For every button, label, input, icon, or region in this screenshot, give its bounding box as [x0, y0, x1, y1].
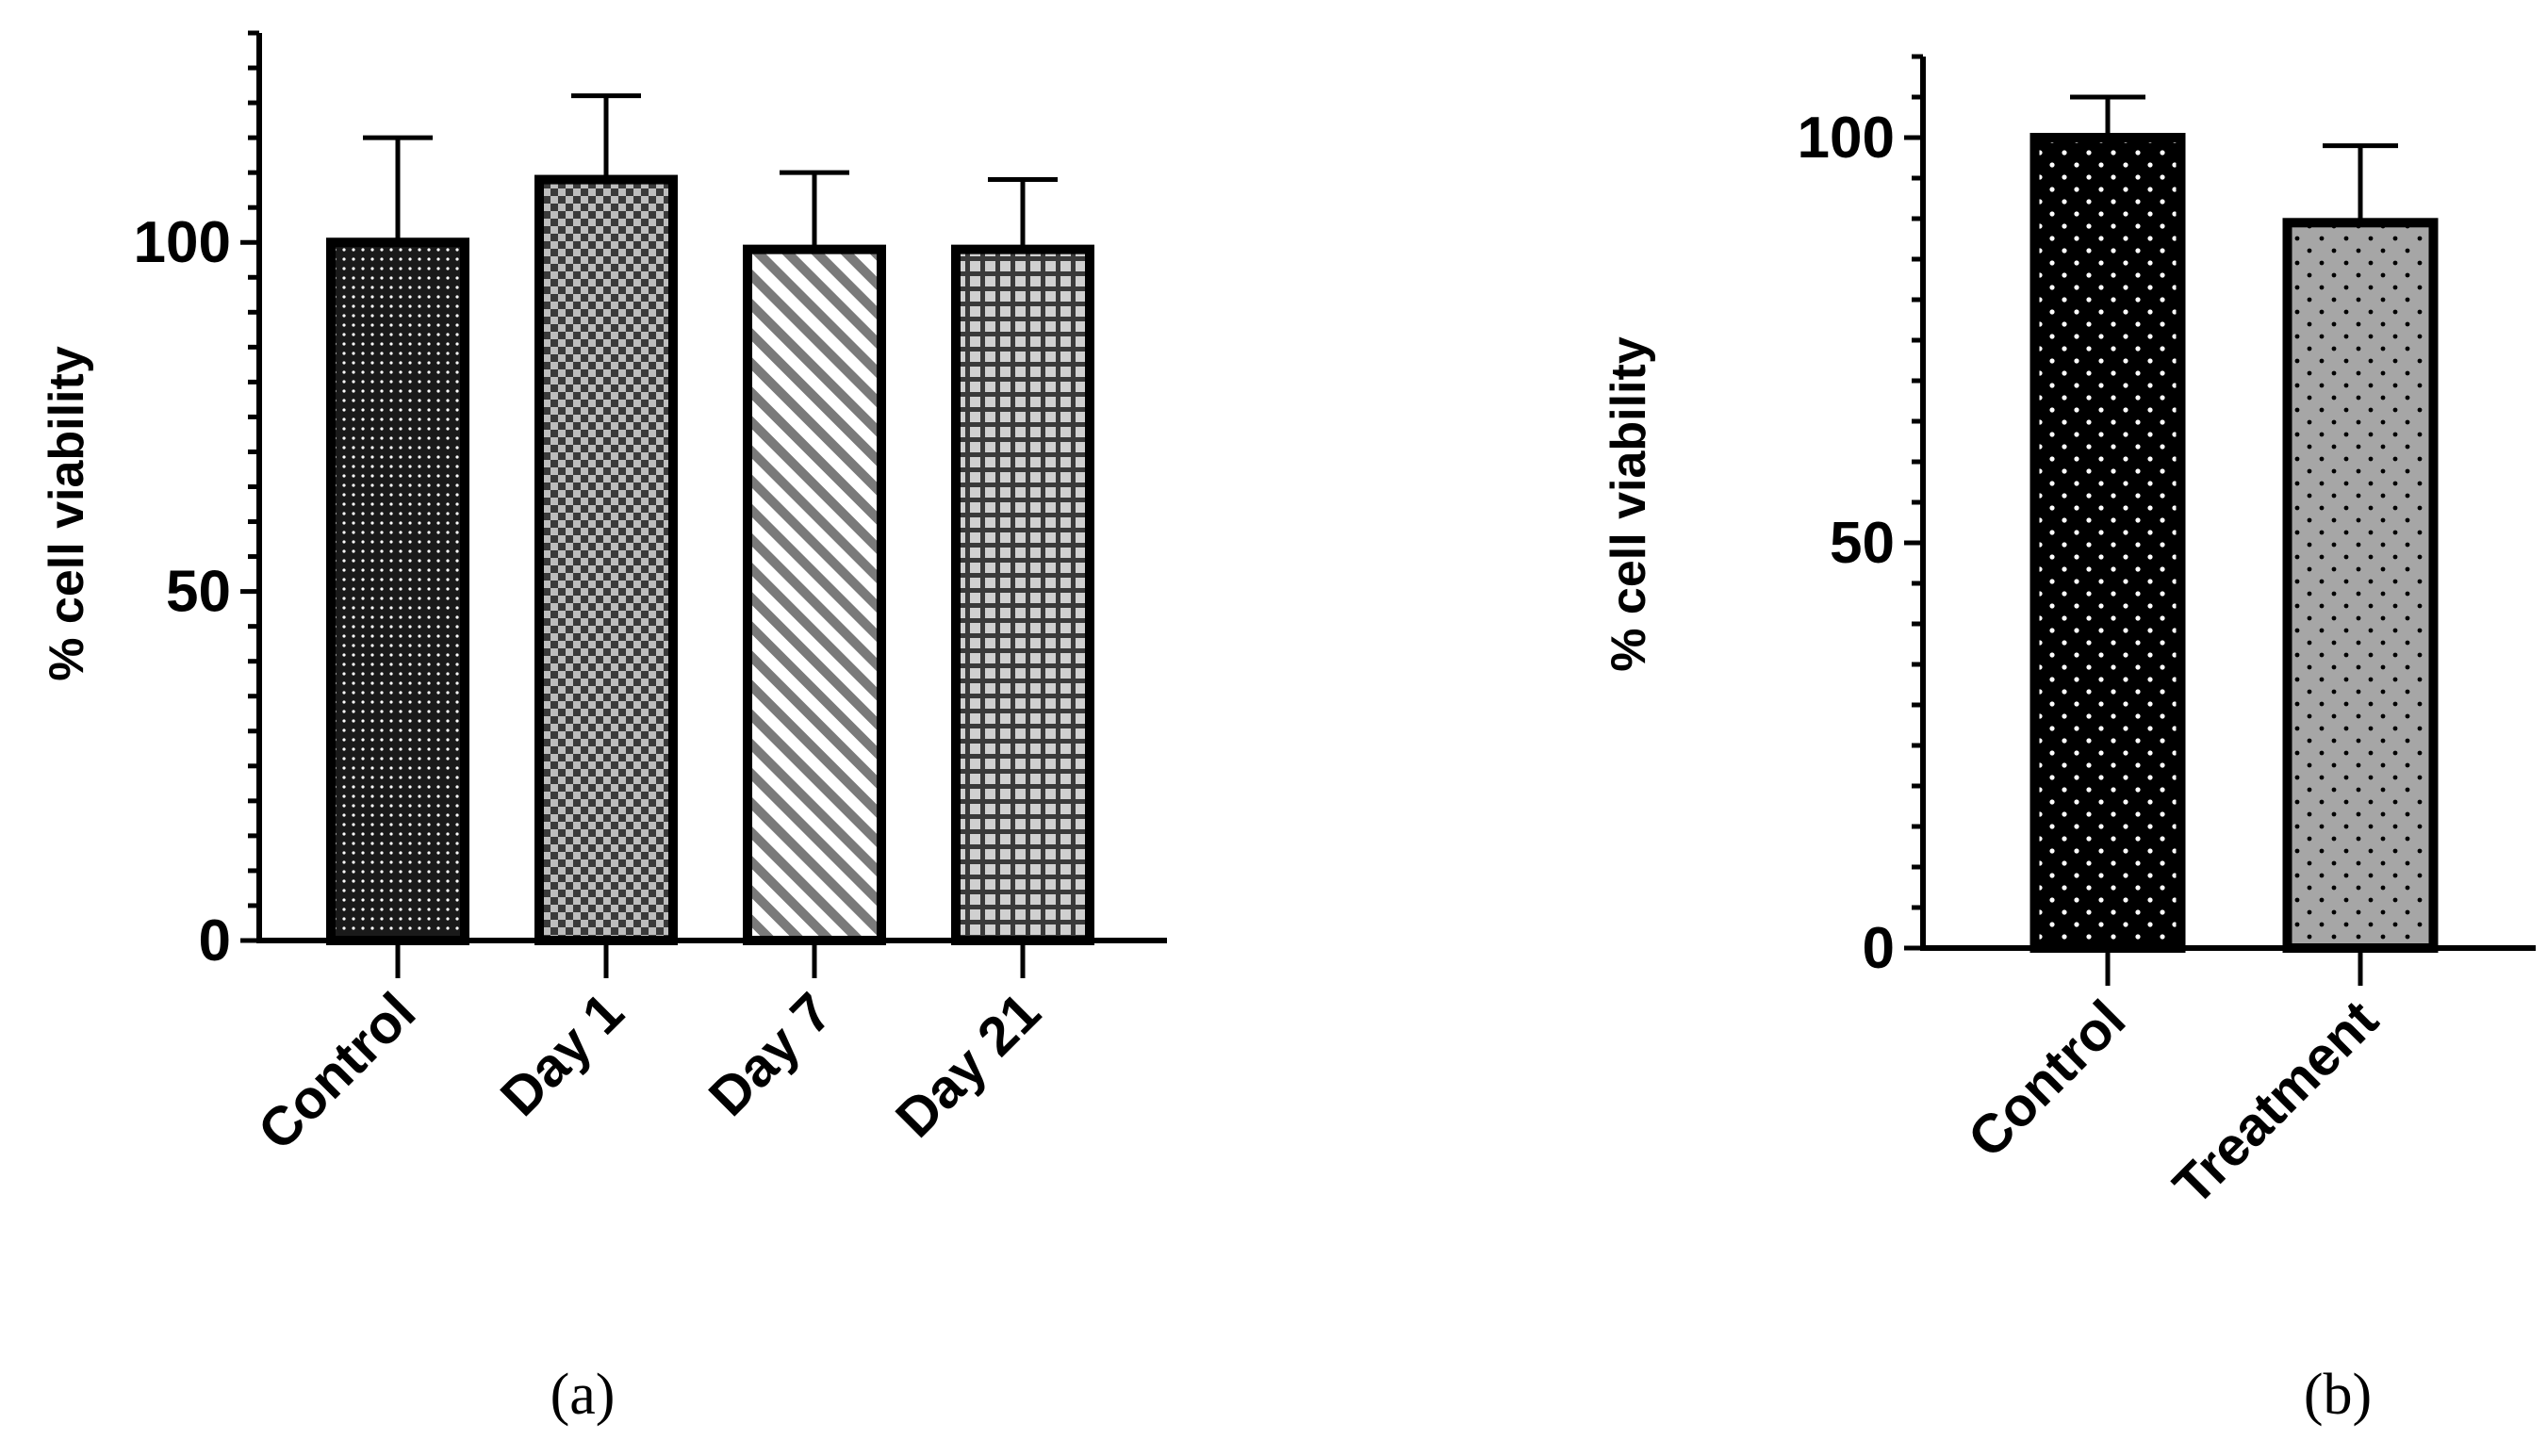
panel-b-y-tick-label: 50	[1830, 511, 1895, 576]
panel-a-bar-day-21	[951, 244, 1094, 945]
panel-a-bar-control	[326, 237, 469, 945]
panel-a-bar-day-7	[743, 244, 886, 945]
panel-b-x-tick-label: Control	[1956, 989, 2137, 1170]
panel-a-x-tick-label: Day 1	[489, 981, 635, 1127]
panel-b-chart: % cell viability 0 50 100 Control Treatment…	[1602, 54, 2536, 1427]
panel-a-chart: % cell viability 0 50 100 Control Day 1 Day …	[40, 30, 1167, 1427]
panel-a-x-tick-label: Day 21	[884, 981, 1052, 1149]
panel-b-y-tick-label: 0	[1863, 916, 1895, 981]
panel-b-bar-treatment	[2282, 218, 2439, 954]
panel-a-y-tick-label: 0	[199, 908, 231, 973]
panel-b-x-tick-label: Treatment	[2161, 989, 2390, 1217]
panel-a-y-axis-title: % cell viability	[40, 346, 94, 681]
panel-b-y-axis-title: % cell viability	[1602, 336, 1656, 672]
panel-a-y-tick-label: 50	[166, 560, 231, 625]
panel-a-label: (a)	[550, 1363, 616, 1427]
panel-a-y-tick-label: 100	[134, 210, 231, 275]
panel-b-bar-control	[2029, 133, 2186, 953]
panel-a-bar-day-1	[534, 174, 678, 946]
panel-a-x-tick-label: Control	[246, 981, 427, 1162]
panel-b-label: (b)	[2304, 1363, 2372, 1427]
panel-b-y-tick-label: 100	[1798, 106, 1895, 171]
panel-a-x-tick-label: Day 7	[698, 981, 844, 1127]
